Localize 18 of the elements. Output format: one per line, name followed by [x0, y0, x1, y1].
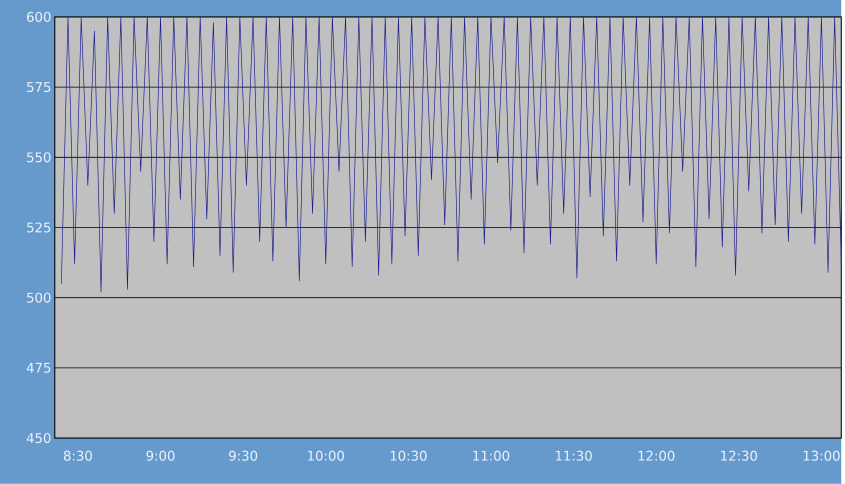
y-tick-label: 550 — [27, 152, 51, 162]
y-tick-label: 500 — [27, 292, 51, 303]
x-tick-label: 10:00 — [308, 450, 344, 461]
x-tick-label: 8:30 — [64, 450, 92, 461]
x-tick-label: 12:00 — [638, 450, 674, 461]
y-tick-label: 575 — [27, 82, 50, 92]
x-tick-label: 9:00 — [146, 450, 175, 461]
x-tick-label: 11:00 — [473, 450, 510, 461]
line-series — [61, 17, 842, 292]
x-tick-label: 13:00 — [804, 450, 840, 461]
y-tick-label: 600 — [27, 12, 51, 22]
y-tick-label: 450 — [26, 433, 51, 444]
y-tick-label: 525 — [27, 222, 50, 233]
x-tick-label: 9:30 — [229, 450, 258, 461]
y-tick-label: 475 — [26, 363, 50, 373]
x-tick-label: 10:30 — [390, 450, 427, 461]
x-tick-label: 11:30 — [556, 450, 592, 461]
x-tick-label: 12:30 — [721, 450, 758, 461]
